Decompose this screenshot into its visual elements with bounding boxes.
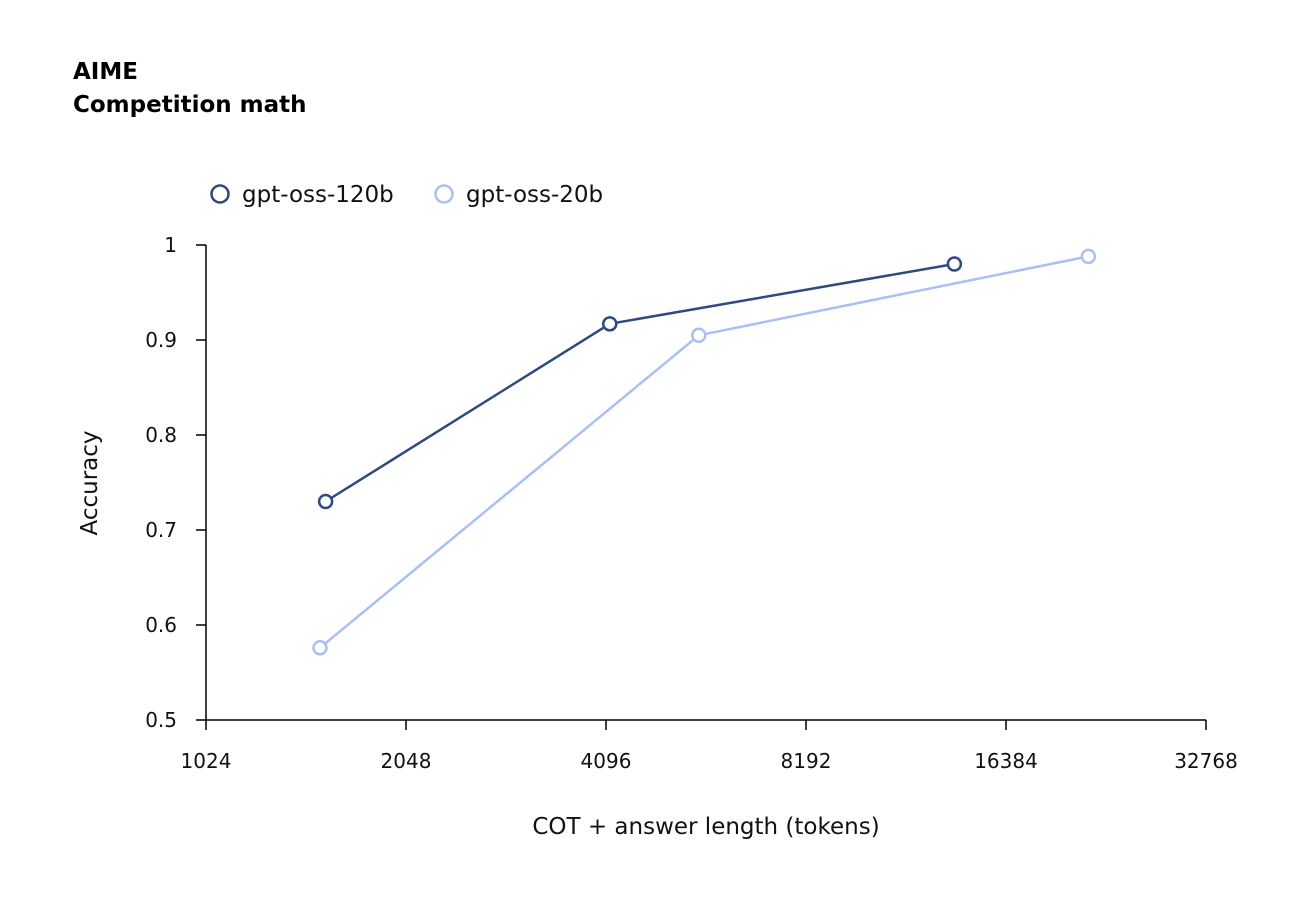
data-point: [317, 493, 334, 510]
legend-marker: [210, 184, 230, 204]
legend: gpt-oss-120b gpt-oss-20b: [210, 182, 603, 208]
data-point: [312, 640, 328, 656]
data-point: [1080, 248, 1097, 265]
data-point: [602, 316, 618, 332]
x-tick-label: 8192: [781, 749, 832, 773]
axes: [205, 245, 1206, 721]
x-tick-label: 32768: [1174, 749, 1238, 773]
data-point: [691, 327, 707, 343]
x-tick-label: 4096: [581, 749, 632, 773]
y-tick-label: 0.7: [145, 518, 177, 542]
legend-marker: [434, 184, 454, 204]
y-tick-label: 0.8: [145, 423, 177, 447]
x-tick-label: 16384: [974, 749, 1038, 773]
series-line-gpt-oss-20b: [319, 255, 1089, 649]
chart-title-block: AIME Competition math: [73, 56, 307, 122]
y-axis-title: Accuracy: [77, 430, 103, 535]
y-tick-label: 0.6: [145, 613, 177, 637]
chart-title: AIME: [73, 59, 138, 85]
chart-subtitle: Competition math: [73, 92, 307, 118]
y-tick-label: 0.9: [145, 328, 177, 352]
x-axis-title: COT + answer length (tokens): [532, 814, 879, 840]
y-tick-label: 1: [164, 233, 177, 257]
data-point: [946, 256, 963, 272]
y-tick-label: 0.5: [145, 708, 177, 732]
x-tick-label: 2048: [381, 749, 432, 773]
x-tick-label: 1024: [181, 749, 232, 773]
ticks: 1024 2048 4096 8192 16384 32768 0.5 0.6 0.7 0.8 0.…: [145, 233, 1238, 773]
legend-label: gpt-oss-120b: [242, 182, 394, 208]
series-group: [312, 248, 1097, 656]
legend-label: gpt-oss-20b: [466, 182, 603, 208]
